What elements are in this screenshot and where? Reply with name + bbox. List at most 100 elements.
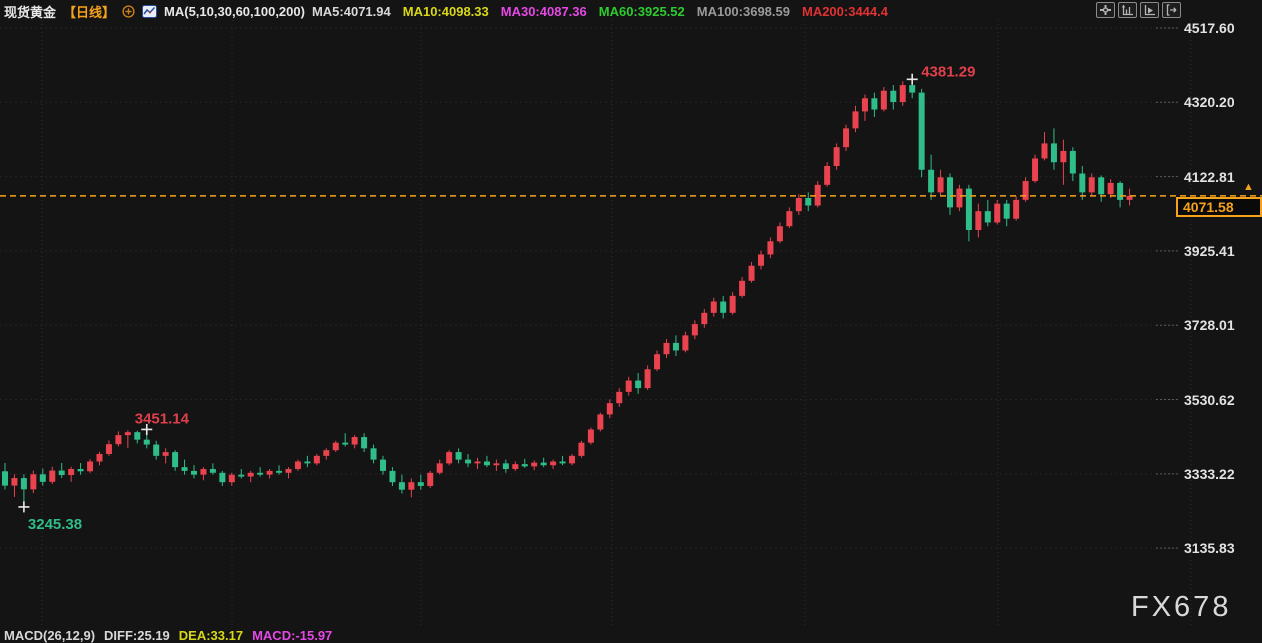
symbol-name: 现货黄金 [4,4,57,20]
candle-body [739,280,746,296]
candle-body [68,469,75,476]
candle-body [1088,177,1095,193]
candle-body [701,312,708,325]
candle-body [398,482,405,490]
ma-values-readout: MA5:4071.94 MA10:4098.33 MA30:4087.36 MA60:… [312,4,888,19]
candle-body [20,478,27,490]
candle-body [540,462,547,466]
candle-body [956,188,963,208]
candle-body [729,295,736,313]
candle-body [975,211,982,230]
candle-body [550,461,557,466]
candle-body [389,470,396,483]
candle-body [597,414,604,430]
candle-body [465,459,472,464]
candle-body [370,448,377,460]
candle-body [569,455,575,464]
candle-body [1032,158,1039,182]
candle-body [143,439,150,445]
extreme-cross-marker [18,501,30,513]
candle-body [1003,203,1010,219]
exit-chart-button[interactable] [1162,2,1181,18]
candle-body [11,478,18,486]
candle-body [446,452,453,464]
ma-params: MA(5,10,30,60,100,200) [164,3,305,19]
last-price-value: 4071.58 [1183,199,1234,215]
macd-value: MACD:-15.97 [252,628,333,643]
candle-body [861,98,868,112]
candle-body [654,354,661,370]
last-price-tag: 4071.58 [1176,197,1262,217]
candle-body [483,461,490,466]
candle-body [474,461,481,464]
candle-body [984,211,991,223]
candle-body [257,472,264,475]
candle-body [578,442,585,456]
candle-body [115,435,122,445]
candle-body [380,459,386,471]
candle-body [1041,143,1048,159]
ma-value-label: MA10:4098.33 [402,3,489,19]
candle-body [105,444,112,454]
candle-body [531,462,538,467]
timeframe-label[interactable]: 【日线】 [63,4,116,20]
candle-body [776,226,783,242]
candle-body [587,429,594,443]
candle-body [238,474,245,477]
candle-body [209,469,216,473]
candle-body [824,165,831,185]
candle-body [1069,150,1076,174]
extreme-price-annotation: 4381.29 [921,63,975,80]
candle-body [786,211,793,227]
axis-scale-left-button[interactable] [1118,2,1137,18]
chart-header: 现货黄金 【日线】 MA(5,10,30,60,100,200) MA5:407… [4,2,888,20]
candle-body [559,461,566,464]
candle-body [455,452,462,460]
ma-value-label: MA30:4087.36 [500,3,587,19]
ma-value-label: MA60:3925.52 [598,3,685,19]
candle-body [172,452,179,468]
candle-body [200,469,207,475]
candle-body [502,463,509,470]
macd-params: MACD(26,12,9) [4,628,96,643]
candle-body [408,482,415,490]
price-up-arrow-icon: ▲ [1243,181,1254,193]
candle-body [49,470,56,482]
extreme-price-annotation: 3245.38 [28,516,82,533]
candle-body [304,461,311,464]
ma-value-label: MA100:3698.59 [696,3,790,19]
candle-body [1022,181,1029,200]
candle-body [795,197,802,212]
candle-body [710,301,717,313]
candle-body [1117,182,1124,200]
candle-body [436,463,443,473]
candle-body [332,442,339,451]
candle-body [720,301,727,313]
candle-body [758,254,764,266]
axis-scale-play-button[interactable] [1140,2,1159,18]
candle-body [294,461,301,470]
candle-body [323,450,330,456]
candle-body [947,177,953,208]
candle-body [814,184,821,206]
candle-body [228,474,235,483]
candle-body [313,455,320,464]
candle-body [77,469,84,472]
crosshair-tool-button[interactable] [1096,2,1115,18]
line-chart-icon[interactable] [142,4,158,18]
candle-body [134,432,141,440]
circle-plus-icon[interactable] [122,4,135,18]
candle-body [30,474,37,490]
candle-body [39,474,46,482]
macd-indicator-row: MACD(26,12,9) DIFF:25.19 DEA:33.17 MACD:… [4,628,332,643]
candle-body [909,85,916,93]
candle-body [616,391,623,404]
candle-body [417,482,424,486]
candle-body [1079,173,1086,193]
extreme-cross-marker [906,73,918,85]
candle-body [625,380,632,392]
candle-body [2,471,8,486]
candle-body [965,188,972,230]
